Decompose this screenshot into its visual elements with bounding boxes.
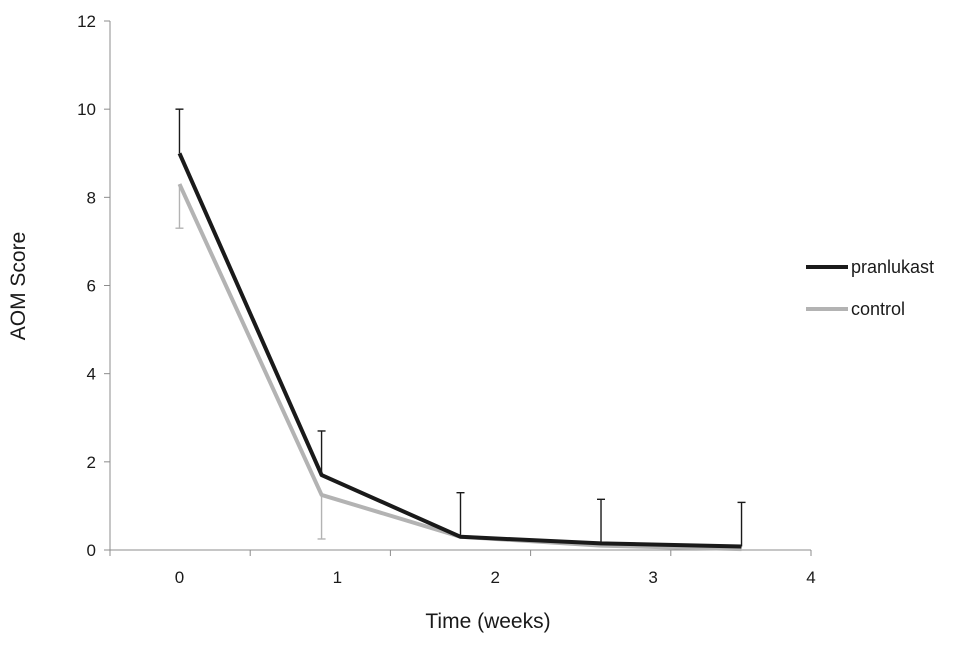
x-tick-label: 3 <box>648 568 657 587</box>
legend: pranlukast control <box>806 257 934 319</box>
y-tick-label: 2 <box>87 453 96 472</box>
series-lines <box>177 152 742 552</box>
x-axis-title: Time (weeks) <box>425 610 550 633</box>
y-tick-label: 6 <box>87 277 96 296</box>
x-tick-label: 4 <box>806 568 815 587</box>
x-tick-label: 0 <box>175 568 184 587</box>
y-tick-label: 12 <box>77 12 96 31</box>
legend-label-pranlukast: pranlukast <box>851 257 934 277</box>
y-axis-title: AOM Score <box>7 232 30 341</box>
error-bars <box>175 108 746 547</box>
axes <box>104 20 812 556</box>
legend-label-control: control <box>851 299 905 319</box>
y-tick-label: 0 <box>87 541 96 560</box>
x-tick-label: 2 <box>490 568 499 587</box>
y-tick-label: 4 <box>87 365 96 384</box>
y-tick-label: 8 <box>87 188 96 207</box>
series-line-pranlukast <box>177 152 742 549</box>
y-tick-label: 10 <box>77 100 96 119</box>
x-tick-label: 1 <box>333 568 342 587</box>
